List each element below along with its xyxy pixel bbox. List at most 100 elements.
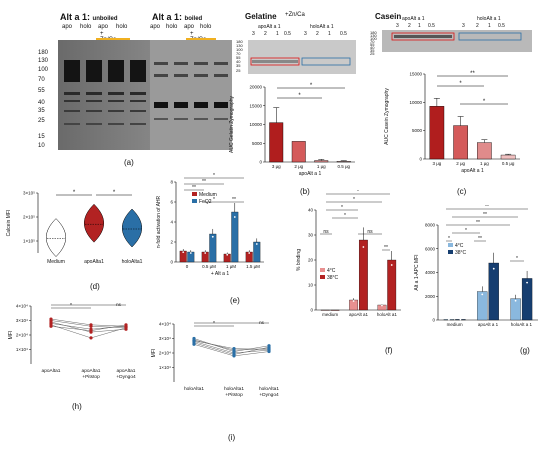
data-point	[514, 299, 517, 302]
band-unboiled	[86, 92, 102, 95]
legend-swatch	[448, 243, 453, 247]
y-tick-label: 20000	[249, 85, 262, 90]
sig-star: **	[483, 212, 487, 218]
panel-e-label: (e)	[230, 296, 240, 305]
panel-h-label: (h)	[72, 402, 82, 411]
band-unboiled	[108, 92, 124, 95]
data-point	[248, 252, 251, 254]
red-box	[250, 57, 300, 66]
znca-bar-boiled	[186, 38, 216, 40]
band-unboiled-high	[86, 60, 102, 82]
band-unboiled-high	[64, 60, 80, 82]
lane-label-unboiled: holo	[116, 24, 128, 30]
marker-label: 180	[38, 50, 49, 56]
gel-marker-label: 70	[236, 51, 241, 56]
data-point	[89, 323, 93, 327]
x-tick-label: +Dyngo4	[259, 392, 279, 398]
x-tick-label: +Pitstop	[225, 392, 243, 398]
gel-marker-label: 130	[236, 43, 243, 48]
chart-i: 1×10⁴ 2×10⁴ 3×10⁴ 4×10⁴ MFI holoAlta1 holoAlta…	[151, 320, 279, 398]
gel-marker-label: 40	[236, 59, 241, 64]
x-tick-label: 0.5 μg	[337, 164, 350, 169]
x-axis-label: apoAlt a 1	[299, 171, 322, 177]
sig-star: *	[516, 256, 518, 262]
x-tick-label: 3 μg	[272, 164, 281, 169]
panel-g-label: (g)	[520, 346, 530, 355]
panel-b-znca: +Zn/Ca	[285, 12, 305, 18]
data-point	[89, 329, 93, 333]
violin	[46, 218, 66, 257]
bar	[521, 278, 533, 321]
band-boiled	[194, 74, 208, 77]
title-boiled-suffix: boiled	[184, 16, 203, 22]
red-box	[391, 32, 455, 41]
y-tick-label: 10000	[249, 122, 262, 127]
bar	[429, 106, 445, 160]
band-unboiled	[108, 123, 124, 125]
y-tick-label: 4000	[425, 270, 436, 275]
gelatine-gel	[248, 40, 356, 74]
lane-label-unboiled: holo	[80, 24, 92, 30]
data-point	[211, 235, 214, 238]
y-axis-label: % binding	[296, 249, 302, 271]
x-tick-label: +Pitstop	[82, 374, 100, 380]
bar	[358, 239, 368, 311]
x-tick-label: 1 μg	[317, 164, 326, 169]
band-boiled	[214, 62, 228, 65]
marker-label: 25	[38, 118, 45, 124]
panel-f-label: (f)	[385, 346, 393, 355]
x-tick-label: apoAlta1	[117, 368, 136, 374]
bar	[500, 154, 516, 160]
panel-c-label: (c)	[457, 187, 467, 196]
y-tick-label: 1×10⁵	[23, 239, 35, 244]
x-tick-label: Medium	[47, 259, 65, 265]
lane-label-boiled: apo	[184, 24, 195, 30]
gel-marker-label: 40	[370, 45, 375, 50]
legend-swatch	[320, 268, 325, 272]
sig-star: **	[384, 245, 388, 251]
sig-star: *	[459, 81, 462, 87]
title-unboiled-suffix: unboiled	[92, 16, 118, 22]
legend-label: Medium	[199, 192, 217, 198]
data-point	[267, 347, 271, 351]
x-tick-label: 3 μg	[432, 161, 441, 166]
sig-star: **	[478, 236, 482, 242]
x-tick-label: apoAlt a 1	[478, 322, 499, 327]
sig-label: ns	[259, 320, 265, 325]
gel-lane-label: 3	[252, 31, 255, 37]
bar	[477, 291, 488, 321]
x-tick-label: medium	[322, 312, 338, 317]
band-unboiled	[108, 110, 124, 112]
y-tick-label: 10	[308, 283, 314, 288]
violin	[84, 203, 104, 243]
sig-star: *	[213, 197, 215, 203]
x-tick-label: 1 μg	[480, 161, 489, 166]
band-boiled	[154, 118, 168, 120]
data-point	[49, 324, 53, 328]
band-unboiled	[108, 100, 124, 102]
panel-d-label: (d)	[90, 282, 100, 291]
band-boiled	[174, 74, 188, 77]
band-unboiled	[86, 100, 102, 102]
panel-b-label: (b)	[300, 187, 310, 196]
x-axis-label: + Alt a 1	[211, 271, 229, 277]
gel-lane-label: 0.5	[284, 31, 291, 37]
legend-label: 4°C	[327, 268, 336, 274]
y-tick-label: 4	[170, 220, 173, 225]
sig-star: *	[73, 190, 76, 196]
band-unboiled	[64, 110, 80, 112]
y-tick-label: 5000	[412, 128, 423, 133]
panel-a-gels	[58, 40, 232, 150]
title-unboiled-prefix: Alt a 1:	[60, 12, 91, 22]
y-tick-label: 6000	[425, 246, 436, 251]
legend-swatch	[192, 192, 197, 196]
band-unboiled-high	[130, 60, 146, 82]
violin	[122, 208, 142, 248]
gel-marker-label: 100	[236, 47, 243, 52]
gel-group-label: apoAlt a 1	[258, 24, 281, 30]
x-tick-label: 0.5 μM	[202, 264, 216, 269]
sig-star: **	[485, 205, 489, 210]
y-tick-label: 0	[259, 160, 262, 165]
gel-lane-label: 1	[418, 23, 421, 29]
data-point	[192, 342, 196, 346]
